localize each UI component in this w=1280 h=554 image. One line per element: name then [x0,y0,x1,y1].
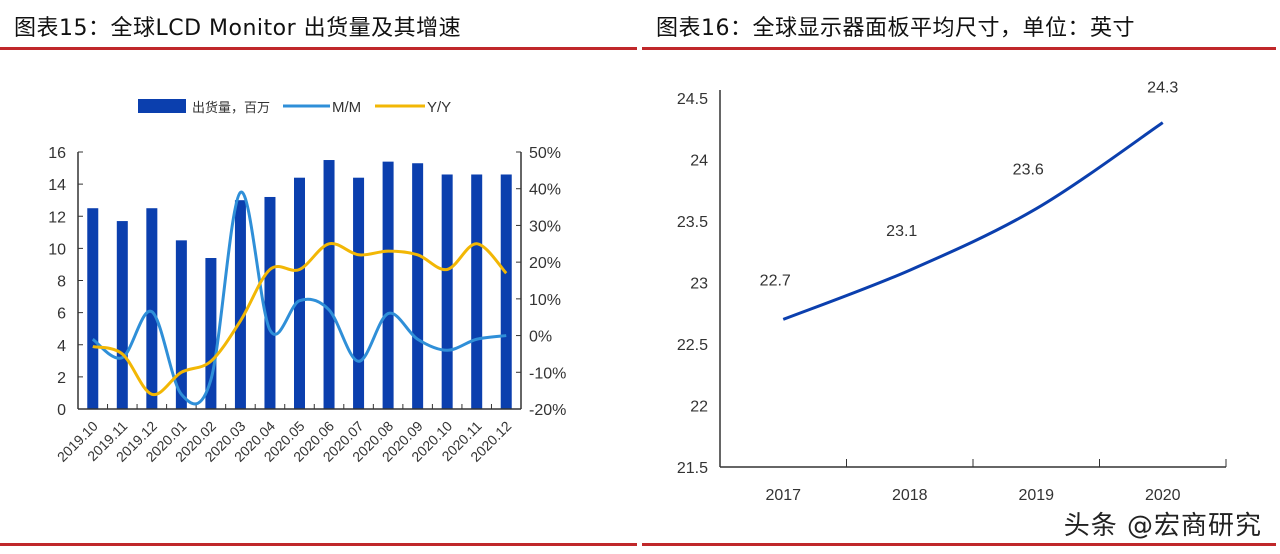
y-axis-tick-label: 24 [690,153,708,170]
legend-label-yy: Y/Y [427,99,451,116]
y-axis-tick-label: 22.5 [677,337,708,354]
right-axis-tick-label: -20% [529,402,566,419]
x-axis-tick-label: 2018 [892,487,928,504]
y-axis-tick-label: 22 [690,399,708,416]
bar-2020.04 [264,196,276,409]
watermark: 头条 @宏商研究 [1063,511,1262,541]
left-axis-tick-label: 10 [48,241,66,258]
title-divider [0,47,637,50]
line-m-m [91,190,507,406]
right-axis-tick-label: 50% [529,145,561,162]
left-axis-tick-label: 0 [57,402,66,419]
bar-2020.07 [353,177,365,409]
left-axis-tick-label: 16 [48,145,66,162]
line-average-size [782,121,1164,321]
bar-2020.12 [500,174,512,409]
y-axis-tick-label: 23 [690,276,708,293]
left-chart-title: 图表15：全球LCD Monitor 出货量及其增速 [14,16,462,41]
data-label: 23.6 [1013,162,1044,179]
left-axis-tick-label: 8 [57,274,66,291]
x-axis-tick-label: 2019 [1018,487,1054,504]
right-axis-tick-label: 30% [529,218,561,235]
right-chart-title: 图表16：全球显示器面板平均尺寸，单位：英寸 [656,16,1135,41]
bottom-divider [642,543,1276,546]
bar-2020.06 [323,160,335,409]
legend-label-mm: M/M [332,99,361,116]
x-axis-tick-label: 2020 [1145,487,1181,504]
y-axis-tick-label: 24.5 [677,91,708,108]
data-label: 22.7 [760,272,791,289]
bar-2019.10 [87,208,99,409]
right-axis-tick-label: 20% [529,255,561,272]
bar-2020.10 [441,174,453,409]
bar-2019.11 [116,221,128,409]
left-axis-tick-label: 14 [48,177,66,194]
y-axis-tick-label: 21.5 [677,460,708,477]
bar-2020.08 [382,161,394,409]
bottom-divider [0,543,637,546]
bar-2019.12 [146,208,158,409]
right-axis-tick-label: 10% [529,292,561,309]
bar-2020.11 [471,174,483,409]
right-axis-tick-label: 0% [529,329,552,346]
right-axis-tick-label: -10% [529,365,566,382]
right-axis-tick-label: 40% [529,182,561,199]
bar-2020.01 [175,240,187,409]
left-axis-tick-label: 4 [57,338,66,355]
x-axis-tick-label: 2017 [765,487,801,504]
data-label: 23.1 [886,223,917,240]
legend-label-shipments: 出货量，百万 [192,100,270,115]
bar-2020.03 [234,200,246,409]
bar-2020.05 [294,177,305,409]
left-axis-tick-label: 12 [48,209,66,226]
bar-2020.02 [205,258,217,409]
title-divider [642,47,1276,50]
left-axis-tick-label: 2 [57,370,66,387]
left-axis-tick-label: 6 [57,306,66,323]
data-label: 24.3 [1147,80,1178,97]
bar-2020.09 [412,163,424,409]
legend-swatch-shipments [138,99,186,113]
y-axis-tick-label: 23.5 [677,214,708,231]
